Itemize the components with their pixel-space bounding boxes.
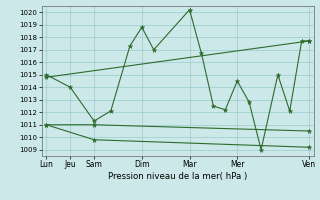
X-axis label: Pression niveau de la mer( hPa ): Pression niveau de la mer( hPa ) bbox=[108, 172, 247, 181]
